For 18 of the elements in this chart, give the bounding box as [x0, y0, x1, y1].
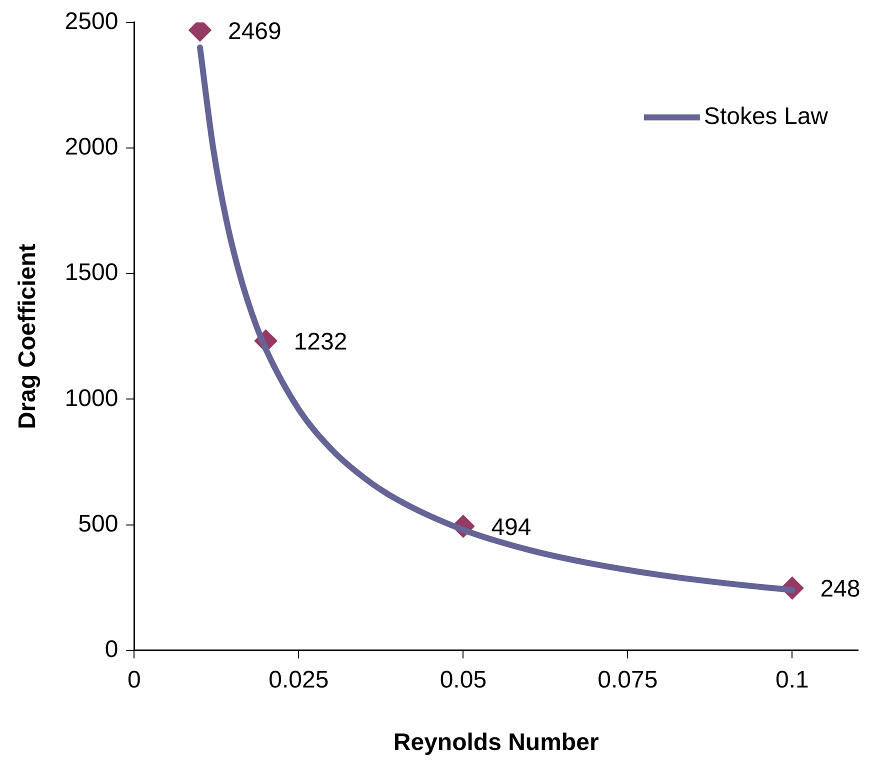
x-tick-label: 0.1	[776, 666, 809, 694]
x-tick-label: 0.025	[268, 666, 329, 694]
legend-label: Stokes Law	[704, 103, 829, 130]
data-label: 494	[491, 514, 532, 541]
y-tick-label: 1000	[64, 384, 118, 412]
x-tick-label: 0	[128, 666, 141, 694]
y-tick-label: 500	[78, 510, 118, 538]
data-label: 2469	[228, 18, 282, 45]
x-tick-label: 0.05	[440, 666, 487, 694]
data-label: 1232	[294, 328, 348, 356]
y-tick-label: 2000	[64, 134, 118, 161]
data-label: 248	[820, 576, 860, 603]
y-axis-title: Drag Coefficient	[14, 244, 42, 430]
y-tick-label: 1500	[64, 259, 118, 286]
y-tick-label: 2500	[64, 8, 118, 36]
x-axis-title: Reynolds Number	[393, 729, 599, 756]
y-tick-label: 0	[104, 636, 118, 664]
x-tick-label: 0.075	[598, 666, 658, 694]
